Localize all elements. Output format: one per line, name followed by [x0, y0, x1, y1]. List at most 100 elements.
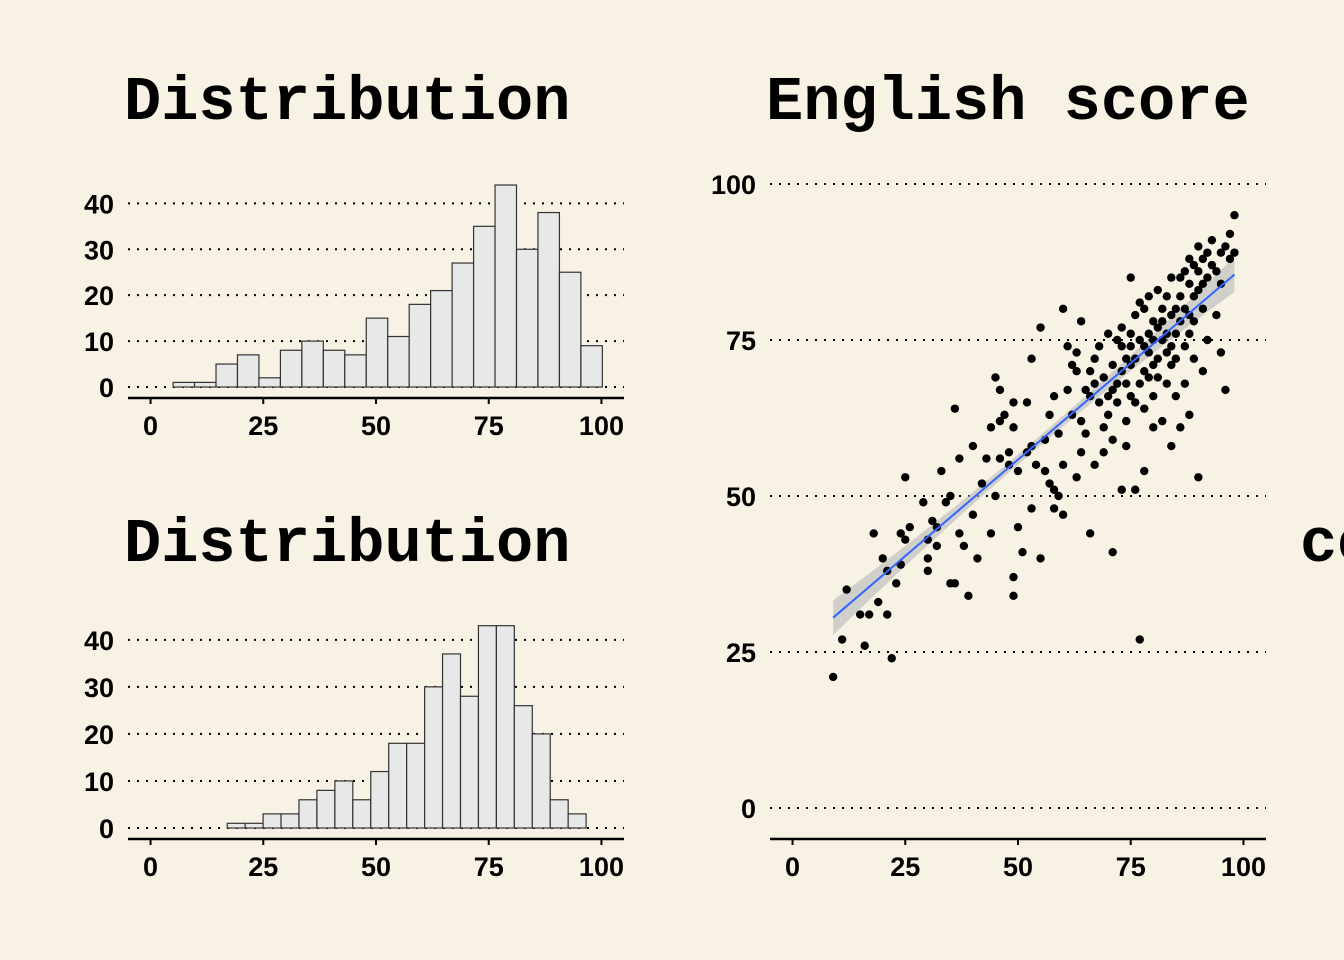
histogram-bar	[262, 813, 282, 829]
scatter-point	[842, 585, 851, 594]
scatter-point	[1189, 354, 1199, 363]
scatter-point	[1131, 485, 1140, 494]
scatter-point	[901, 473, 910, 482]
scatter-point	[1009, 398, 1018, 407]
scatter-point	[1117, 323, 1126, 332]
scatter-point	[1094, 398, 1104, 407]
y-tick-label: 40	[84, 189, 114, 219]
scatter-point	[1036, 323, 1045, 332]
scatter-point	[1225, 254, 1235, 264]
scatter-point	[1198, 304, 1208, 313]
scatter-point	[968, 510, 978, 519]
y-tick-label: 20	[84, 720, 114, 750]
scatter-point	[1067, 360, 1077, 370]
scatter-point	[986, 529, 996, 538]
scatter-point	[923, 554, 933, 563]
histogram-bar	[334, 780, 354, 829]
scatter-point	[1058, 460, 1068, 469]
scatter-point	[1185, 254, 1194, 264]
y-tick-label: 30	[84, 235, 114, 265]
scatter-point	[1171, 329, 1181, 338]
scatter-point	[905, 523, 914, 532]
y-tick-label: 10	[84, 327, 114, 357]
histogram-bar	[515, 248, 539, 388]
scatter-point	[1140, 404, 1149, 413]
x-tick-label: 0	[143, 852, 158, 882]
histogram-bar	[365, 317, 389, 388]
scatter-point	[1063, 342, 1072, 351]
scatter-point	[941, 498, 951, 507]
scatter-point	[1189, 292, 1199, 301]
scatter-point	[1131, 310, 1140, 320]
histogram-bar	[298, 799, 318, 829]
histogram-2-title: Distribution	[124, 514, 571, 576]
scatter-point	[995, 416, 1005, 426]
scatter-point	[1108, 435, 1117, 445]
histogram-bar	[193, 381, 217, 388]
scatter-point	[1058, 304, 1068, 313]
scatter-point	[1153, 373, 1162, 382]
histogram-bar	[495, 625, 515, 829]
scatter-point	[1180, 304, 1190, 313]
scatter-point	[1090, 460, 1099, 469]
scatter-point	[1027, 441, 1036, 451]
scatter-point	[1072, 473, 1081, 482]
scatter-point	[1176, 423, 1185, 432]
scatter-point	[878, 554, 887, 563]
scatter-point	[1176, 273, 1185, 282]
scatter-point	[1149, 360, 1158, 370]
scatter-title: English score	[766, 72, 1250, 134]
histogram-bar	[172, 381, 196, 388]
scatter-point	[1162, 379, 1172, 388]
histogram-bar	[352, 799, 372, 829]
scatter-point	[1054, 491, 1063, 501]
histogram-2: 0 10 20 30 40 0 25 50 75 100	[84, 625, 624, 882]
scatter-point	[1167, 360, 1176, 370]
histogram-bar	[279, 349, 303, 388]
y-tick-label: 0	[99, 373, 114, 403]
scatter-point	[937, 466, 946, 476]
y-tick-label: 0	[99, 814, 114, 844]
scatter-point	[1126, 329, 1135, 338]
scatter-point	[1167, 310, 1176, 320]
histogram-bar	[531, 733, 551, 829]
scatter-point	[1103, 410, 1113, 420]
scatter-point	[901, 535, 910, 544]
histogram-bar	[301, 340, 324, 388]
histogram-bar	[322, 349, 346, 388]
scatter-point	[1149, 317, 1158, 326]
scatter-point	[1135, 298, 1144, 307]
scatter-point	[1113, 398, 1122, 407]
scatter-point	[865, 610, 874, 619]
scatter-point	[1180, 267, 1190, 276]
scatter-point	[1108, 360, 1117, 370]
scatter-point	[1198, 367, 1208, 376]
y-tick-label: 75	[726, 326, 756, 356]
histogram-1-title: Distribution	[124, 72, 571, 134]
scatter-point	[986, 423, 996, 432]
scatter-point	[1189, 317, 1199, 326]
scatter-point	[1185, 279, 1194, 289]
scatter-point	[1194, 285, 1203, 295]
x-tick-label: 50	[1003, 852, 1033, 882]
scatter-point	[968, 441, 978, 451]
scatter-point	[1171, 391, 1181, 401]
scatter-point	[1004, 460, 1014, 469]
x-tick-label: 75	[474, 411, 504, 441]
scatter-point	[1126, 391, 1135, 401]
histogram-bar	[388, 742, 408, 829]
scatter-point	[1090, 379, 1099, 388]
scatter-point	[955, 529, 964, 538]
scatter-point	[1158, 416, 1167, 426]
scatter-point	[1009, 591, 1018, 601]
histogram-1: 0 10 20 30 40 0 25 50 75 100	[84, 184, 624, 441]
x-tick-label: 50	[361, 852, 391, 882]
scatter-point	[919, 498, 928, 507]
scatter-point	[1230, 211, 1239, 220]
scatter-point	[1108, 547, 1117, 557]
scatter-point	[991, 491, 1000, 501]
scatter-point	[1085, 367, 1095, 376]
x-tick-label: 0	[785, 852, 800, 882]
scatter-point	[1122, 416, 1131, 426]
